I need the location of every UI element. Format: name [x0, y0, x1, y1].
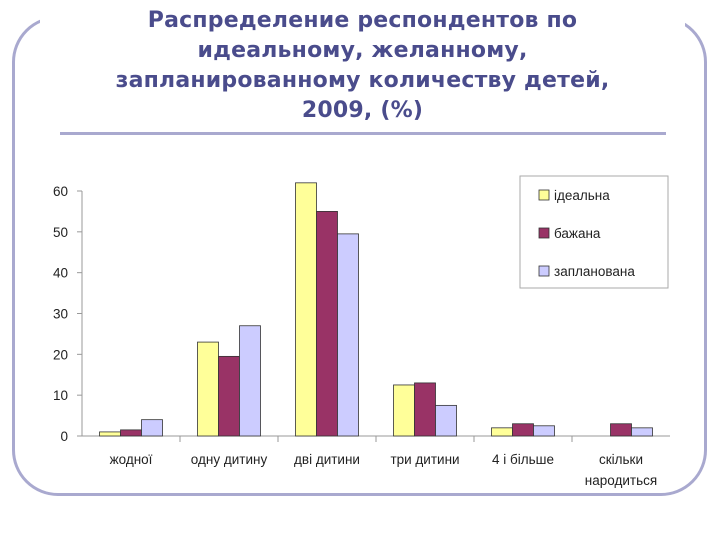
slide-title: Распределение респондентов по идеальному… — [40, 6, 685, 126]
bar-1-cat-2 — [197, 341, 219, 437]
bar-3-cat-2 — [239, 325, 261, 437]
bar-2-cat-5 — [512, 423, 534, 437]
bar-2-cat-4 — [414, 382, 436, 437]
title-line-1: Распределение респондентов по — [147, 8, 578, 33]
bar-1-cat-1 — [99, 431, 121, 437]
legend-label: бажана — [554, 226, 601, 241]
bar-1-cat-3 — [295, 182, 317, 437]
x-category-label: одну дитину — [191, 452, 268, 467]
bar-2-cat-3 — [316, 211, 338, 437]
y-tick-label: 10 — [53, 388, 68, 403]
bar-3-cat-1 — [141, 419, 163, 437]
legend-swatch — [538, 265, 550, 277]
legend-label: запланована — [554, 264, 635, 279]
legend-label: ідеальна — [554, 188, 610, 203]
x-category-label: народиться — [585, 473, 657, 488]
x-category-label: жодної — [110, 452, 153, 467]
title-underline — [60, 132, 666, 135]
legend-swatch — [538, 189, 550, 201]
y-tick-label: 30 — [53, 307, 68, 322]
title-line-2: идеальному, желанному, — [197, 38, 528, 63]
x-category-label: 4 і більше — [492, 452, 554, 467]
y-tick-label: 50 — [53, 225, 68, 240]
bar-3-cat-4 — [435, 404, 457, 437]
bar-2-cat-6 — [610, 423, 632, 437]
bar-3-cat-3 — [337, 233, 359, 437]
y-tick-label: 60 — [53, 184, 68, 199]
bar-1-cat-5 — [491, 427, 513, 437]
bar-2-cat-2 — [218, 355, 240, 437]
x-category-label: скільки — [599, 452, 643, 467]
x-category-label: дві дитини — [294, 452, 360, 467]
legend-swatch — [538, 227, 550, 239]
title-line-4: 2009, (%) — [301, 98, 424, 123]
bar-2-cat-1 — [120, 429, 142, 437]
bar-3-cat-6 — [631, 427, 653, 437]
title-line-3: запланированному количеству детей, — [115, 68, 610, 93]
x-category-label: три дитини — [390, 452, 459, 467]
bar-1-cat-4 — [393, 384, 415, 437]
y-tick-label: 40 — [53, 266, 68, 281]
y-tick-label: 0 — [60, 429, 68, 444]
y-tick-label: 20 — [53, 347, 68, 362]
chart-legend: ідеальна бажана запланована — [519, 175, 669, 289]
bar-3-cat-5 — [533, 425, 555, 437]
